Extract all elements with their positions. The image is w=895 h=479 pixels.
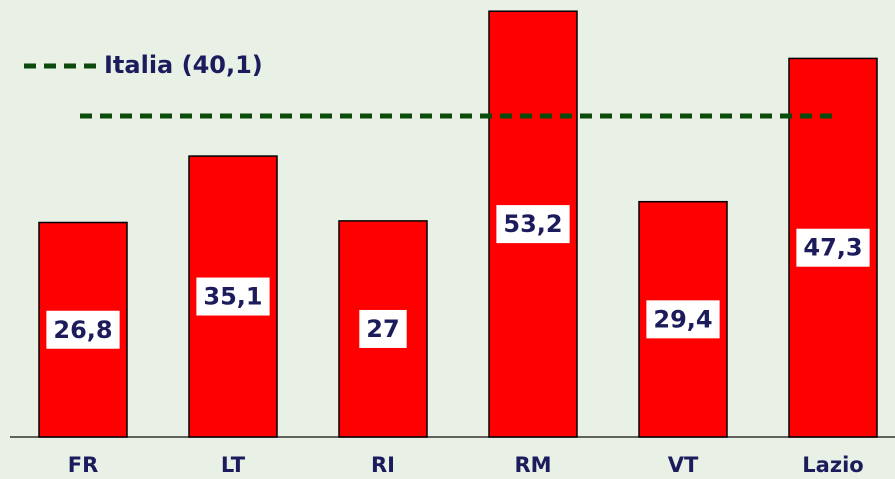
value-label-box: [359, 309, 407, 348]
x-tick-label: VT: [668, 453, 699, 477]
x-tick-label: RM: [514, 453, 551, 477]
value-label-box: [646, 300, 720, 339]
value-label-box: [496, 205, 570, 244]
value-label-box: [196, 277, 270, 316]
x-tick-label: LT: [221, 453, 246, 477]
value-label: 35,1: [203, 283, 262, 311]
value-label: 53,2: [503, 210, 562, 238]
x-tick-label: Lazio: [802, 453, 863, 477]
x-tick-label: RI: [371, 453, 395, 477]
x-tick-label: FR: [68, 453, 99, 477]
value-label: 47,3: [803, 234, 862, 262]
legend-label: Italia (40,1): [104, 51, 263, 79]
value-label-box: [46, 310, 120, 349]
value-label: 26,8: [53, 316, 112, 344]
value-label: 27: [366, 315, 399, 343]
value-label-box: [796, 228, 870, 267]
value-label: 29,4: [653, 305, 712, 333]
